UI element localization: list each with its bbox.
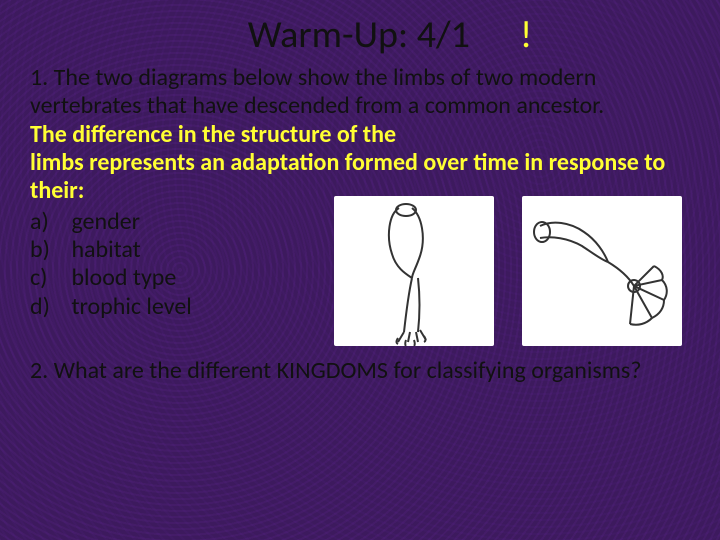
question-2: 2. What are the different KINGDOMS for c… <box>30 357 690 386</box>
arm-limb-icon <box>334 196 494 346</box>
option-text: trophic level <box>71 293 191 321</box>
option-text: gender <box>71 208 140 236</box>
webbed-limb-icon <box>522 196 682 346</box>
option-text: blood type <box>71 264 176 292</box>
q1-lead-text: 1. The two diagrams below show the limbs… <box>30 63 604 120</box>
title-row: Warm-Up: 4/1 ! <box>30 12 690 58</box>
arm-limb-diagram <box>334 196 494 346</box>
slide: Warm-Up: 4/1 ! 1. The two diagrams below… <box>0 0 720 540</box>
option-text: habitat <box>71 236 140 264</box>
option-letter: b) <box>30 236 56 264</box>
webbed-limb-diagram <box>522 196 682 346</box>
q1-highlight-line1: The difference in the structure of the <box>30 120 396 149</box>
slide-title: Warm-Up: 4/1 <box>248 12 470 58</box>
title-exclamation: ! <box>520 12 532 58</box>
option-letter: c) <box>30 264 56 292</box>
option-letter: d) <box>30 293 56 321</box>
option-letter: a) <box>30 208 56 236</box>
limb-diagrams <box>334 196 682 346</box>
